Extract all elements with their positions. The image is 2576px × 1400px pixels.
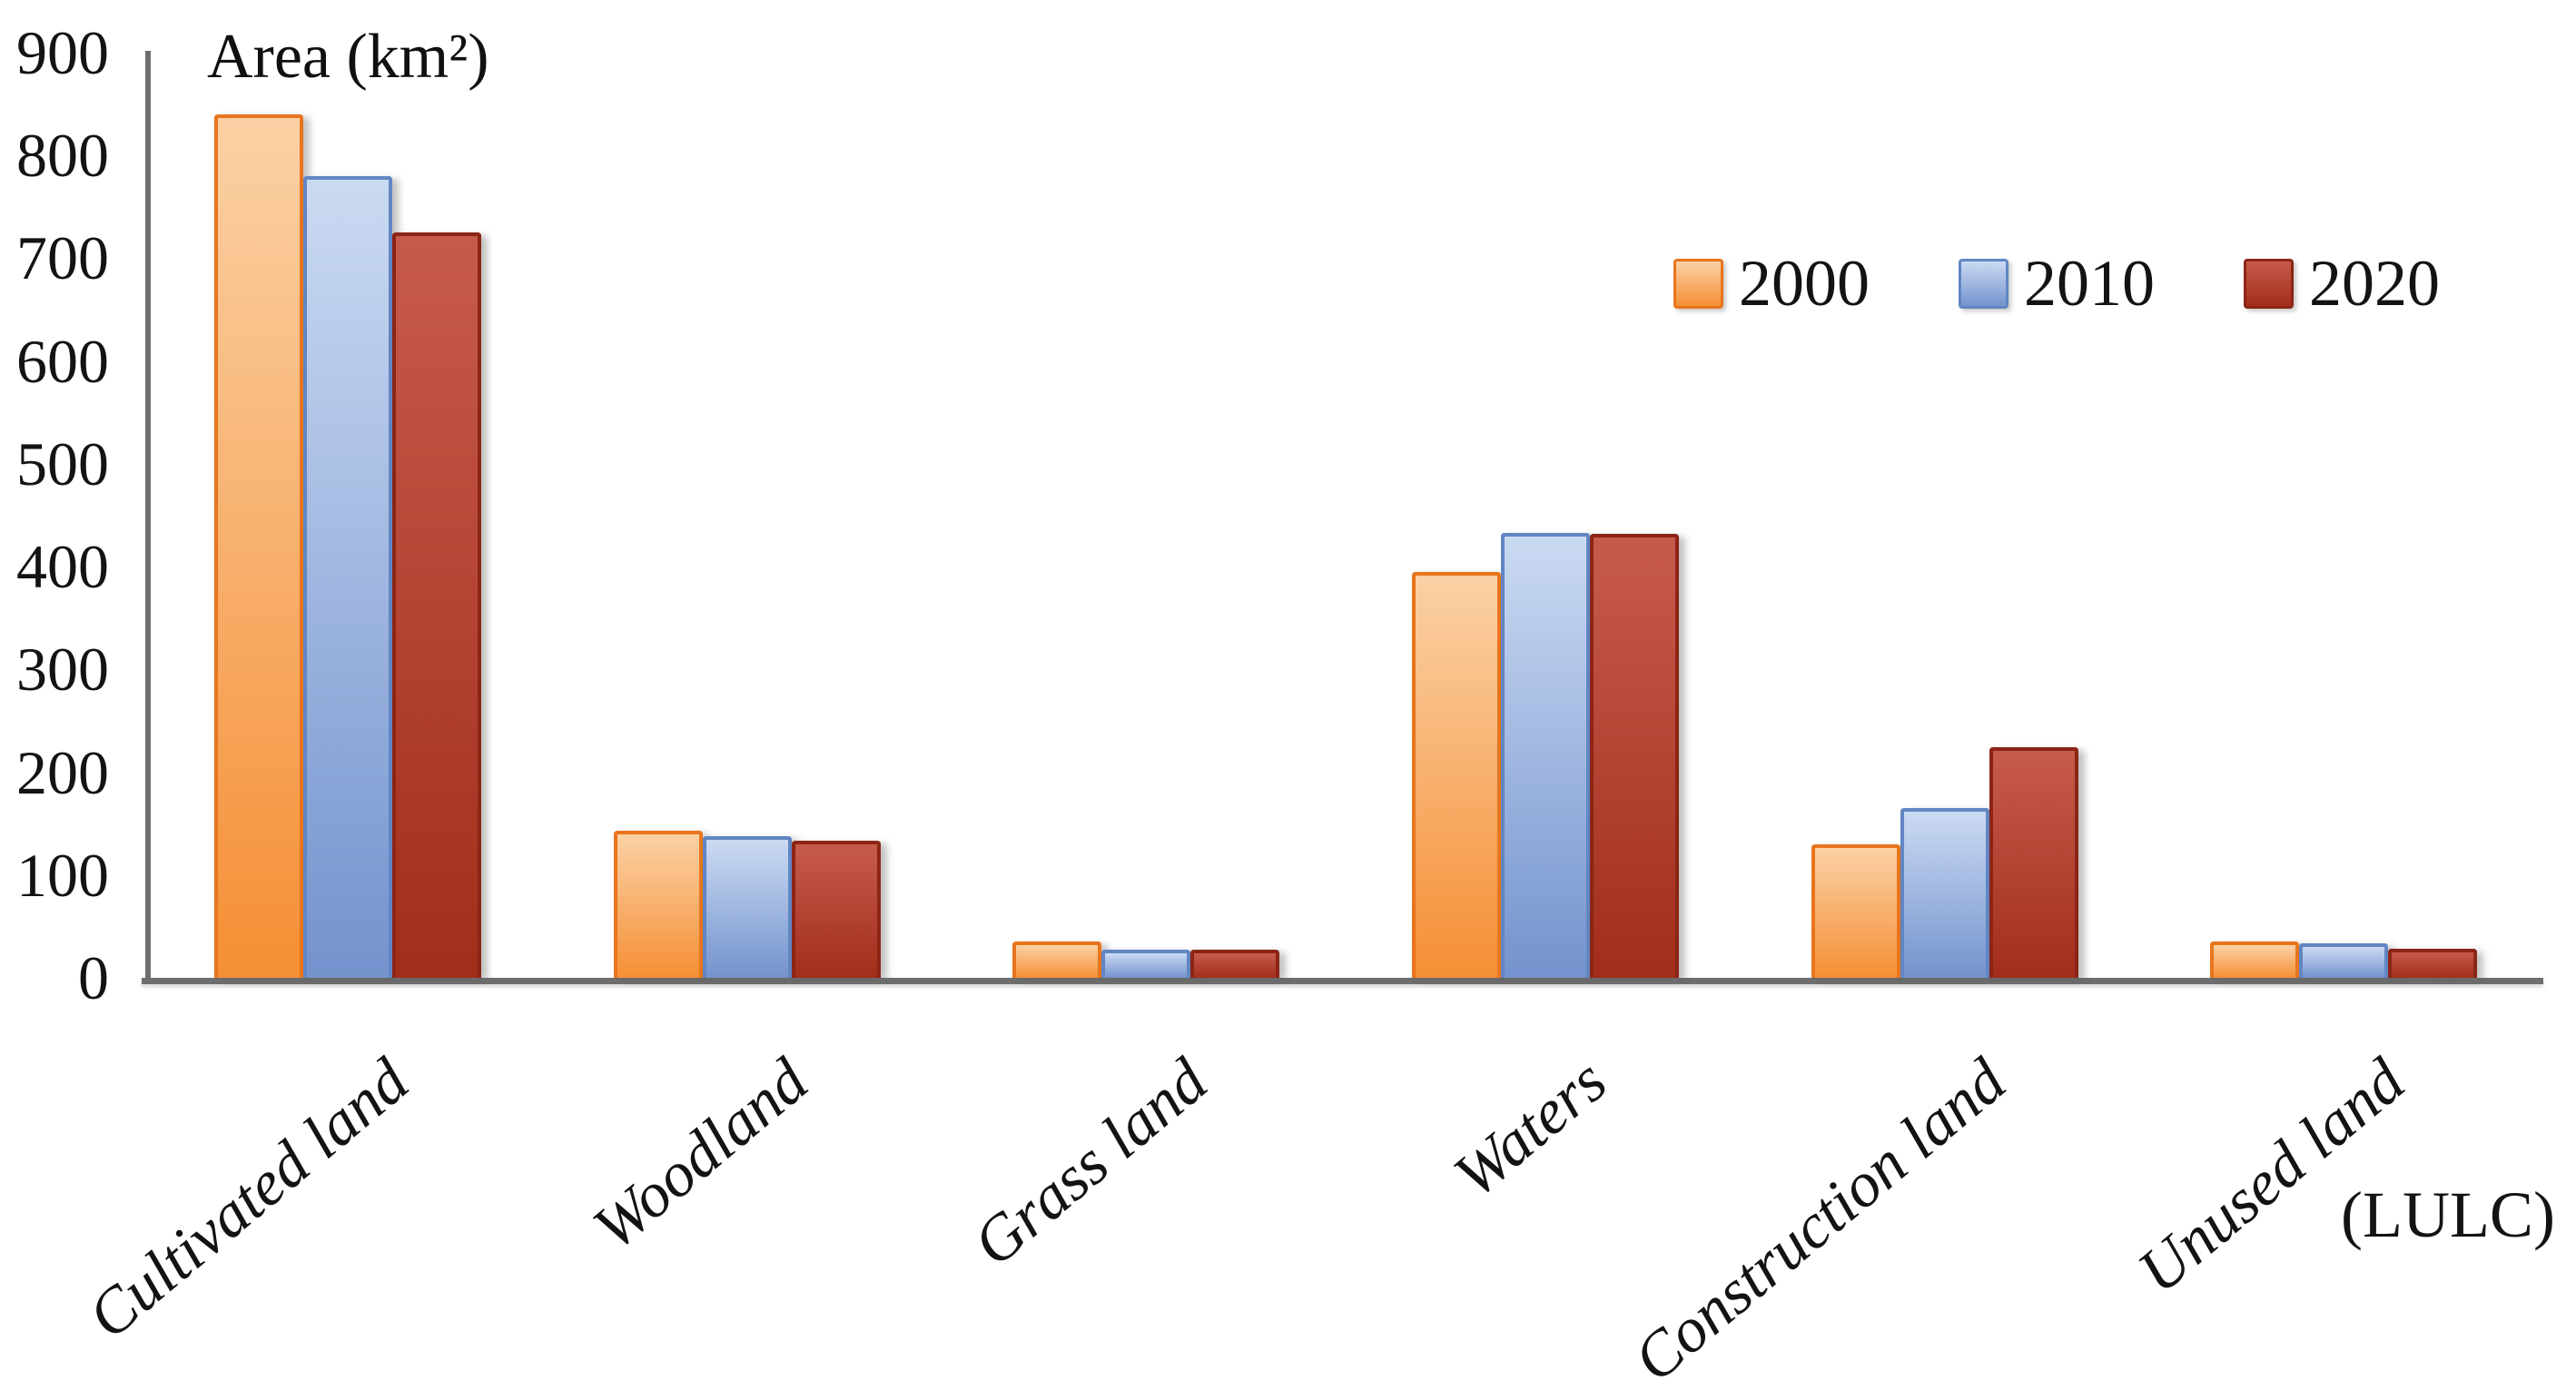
y-tick-label-800: 800 (16, 121, 109, 191)
x-category-label-construction-land: Construction land (1621, 1045, 2019, 1396)
bar-construction-land-2020 (1989, 747, 2078, 978)
y-tick-label-600: 600 (16, 326, 109, 396)
bar-waters-2020 (1589, 533, 1679, 978)
bar-waters-2000 (1411, 571, 1501, 978)
y-tick-label-300: 300 (16, 635, 109, 705)
chart-title: Area (km²) (207, 22, 489, 92)
legend-label-2020: 2020 (2309, 247, 2440, 320)
y-tick-label-100: 100 (16, 840, 109, 910)
legend-item-2020: 2020 (2244, 251, 2440, 316)
bar-unused-land-2020 (2388, 949, 2478, 978)
bar-waters-2010 (1500, 532, 1590, 978)
x-axis-line (142, 978, 2543, 984)
legend-label-2000: 2000 (1739, 247, 1870, 320)
bar-unused-land-2010 (2299, 942, 2389, 978)
x-category-label-grass-land: Grass land (960, 1045, 1221, 1280)
legend-item-2000: 2000 (1673, 251, 1870, 316)
plot-area (148, 53, 2543, 978)
y-tick-label-500: 500 (16, 429, 109, 498)
bar-grass-land-2020 (1190, 950, 1280, 978)
legend-label-2010: 2010 (2024, 247, 2155, 320)
bar-unused-land-2000 (2210, 942, 2300, 978)
y-tick-label-200: 200 (16, 737, 109, 807)
y-tick-label-700: 700 (16, 223, 109, 293)
bar-group-cultivated-land (148, 53, 548, 978)
bar-grass-land-2000 (1012, 942, 1102, 978)
bar-construction-land-2010 (1900, 808, 1989, 978)
bar-group-waters (1346, 53, 1745, 978)
legend-swatch-2010 (1959, 258, 2008, 309)
bar-woodland-2010 (702, 835, 792, 978)
y-tick-label-900: 900 (16, 18, 109, 87)
y-axis-line (145, 51, 151, 981)
bar-woodland-2000 (613, 831, 703, 978)
x-category-label-waters: Waters (1441, 1045, 1620, 1212)
x-category-label-unused-land: Unused land (2126, 1045, 2419, 1307)
bar-cultivated-land-2020 (391, 232, 481, 978)
bar-woodland-2020 (791, 841, 881, 978)
bar-group-construction-land (1745, 53, 2145, 978)
x-axis-unit-label: (LULC) (2341, 1178, 2555, 1251)
bar-cultivated-land-2000 (213, 113, 303, 978)
y-tick-label-0: 0 (78, 943, 109, 1012)
x-category-label-woodland: Woodland (580, 1045, 822, 1264)
bar-construction-land-2000 (1811, 843, 1900, 978)
y-tick-label-400: 400 (16, 532, 109, 602)
bar-group-grass-land (946, 53, 1346, 978)
bar-grass-land-2010 (1101, 950, 1191, 978)
legend-item-2010: 2010 (1959, 251, 2155, 316)
bar-group-woodland (548, 53, 947, 978)
x-category-label-cultivated-land: Cultivated land (75, 1045, 422, 1353)
legend-swatch-2020 (2244, 258, 2294, 309)
bar-group-unused-land (2144, 53, 2543, 978)
bar-cultivated-land-2010 (302, 175, 392, 978)
legend-swatch-2000 (1673, 258, 1723, 309)
